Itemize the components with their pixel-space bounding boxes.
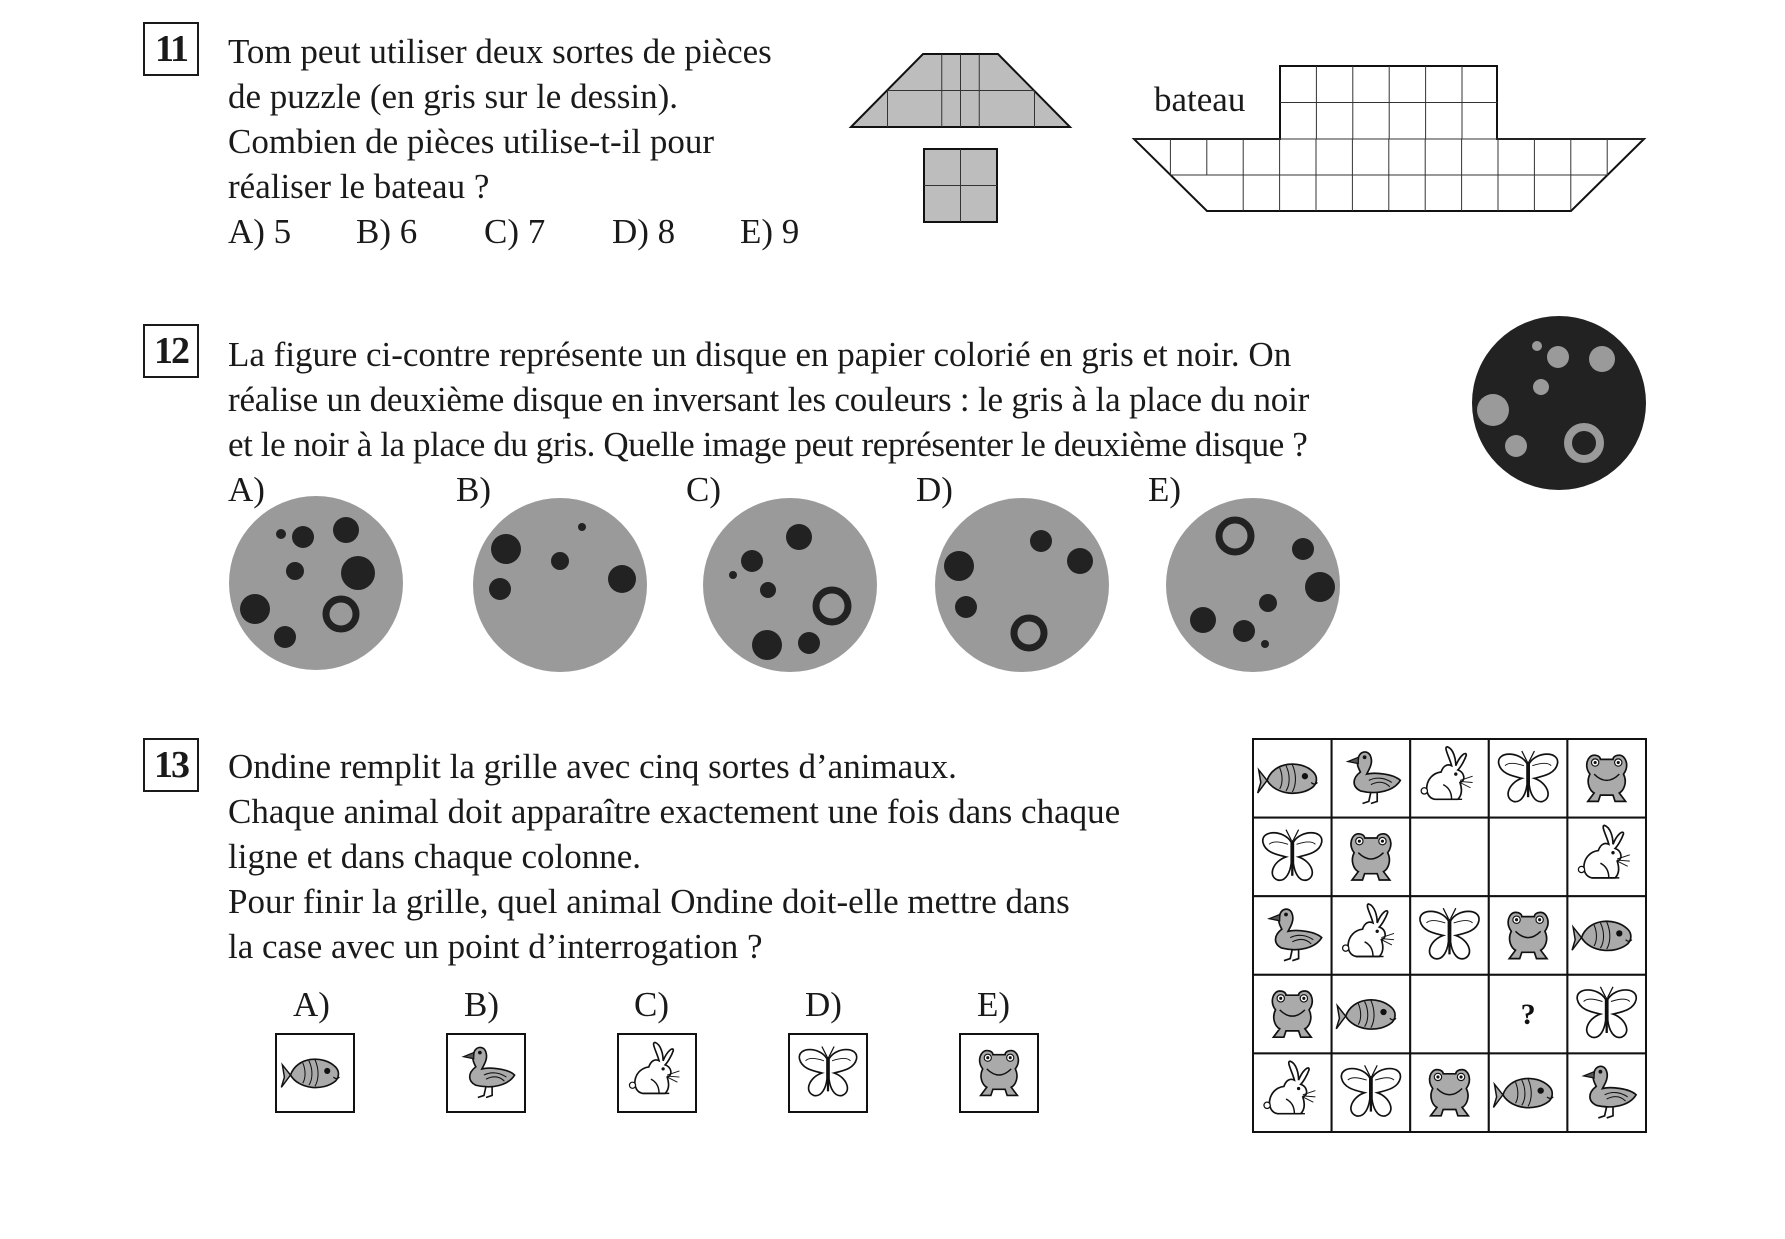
- disk-option-d[interactable]: [935, 498, 1109, 672]
- frog-icon: [1350, 832, 1392, 881]
- frog-icon: [978, 1049, 1020, 1097]
- q12-text-line-1: La figure ci-contre représente un disque…: [228, 335, 1292, 374]
- q13-text-line-1: Ondine remplit la grille avec cinq sorte…: [228, 747, 957, 786]
- q13-label-b[interactable]: B): [464, 985, 499, 1024]
- rabbit-icon: [628, 1041, 680, 1095]
- grid-cell[interactable]: [1409, 973, 1490, 1055]
- butterfly-icon: [1262, 829, 1323, 882]
- disk-option-b[interactable]: [473, 498, 647, 672]
- rabbit-icon: [1341, 903, 1395, 958]
- q12-text-line-2: réalise un deuxième disque en inversant …: [228, 380, 1310, 419]
- q11-option-e[interactable]: E) 9: [740, 212, 800, 251]
- q13-text-line-4: Pour finir la grille, quel animal Ondine…: [228, 882, 1070, 921]
- q13-text-line-2: Chaque animal doit apparaître exactement…: [228, 792, 1121, 831]
- q11-text-line-4: réaliser le bateau ?: [228, 167, 490, 206]
- fish-icon: [1492, 1077, 1554, 1109]
- frog-icon: [1507, 911, 1549, 960]
- reference-disk: [1472, 316, 1646, 490]
- q13-text-line-3: ligne et dans chaque colonne.: [228, 837, 642, 876]
- q12-label-c[interactable]: C): [686, 470, 721, 509]
- duck-icon: [1345, 751, 1402, 805]
- fish-icon: [280, 1058, 340, 1089]
- q12-text-line-3: et le noir à la place du gris. Quelle im…: [228, 425, 1308, 464]
- q13-label-e[interactable]: E): [977, 985, 1011, 1024]
- fish-icon: [1335, 999, 1397, 1030]
- fish-icon: [1256, 763, 1318, 795]
- grid-cell[interactable]: [1487, 816, 1569, 898]
- fish-icon: [1571, 920, 1633, 952]
- grid-cell[interactable]: [1409, 816, 1490, 898]
- q12-label-b[interactable]: B): [456, 470, 491, 509]
- question-number-13: 13: [143, 738, 199, 792]
- duck-icon: [1581, 1065, 1638, 1119]
- rabbit-icon: [1577, 824, 1630, 879]
- duck-icon: [1266, 908, 1323, 962]
- butterfly-icon: [1419, 907, 1480, 960]
- q12-label-a[interactable]: A): [228, 470, 265, 509]
- q12-label-e[interactable]: E): [1148, 470, 1182, 509]
- q12-label-d[interactable]: D): [916, 470, 953, 509]
- q11-text-line-2: de puzzle (en gris sur le dessin).: [228, 77, 678, 116]
- q11-option-a[interactable]: A) 5: [228, 212, 292, 251]
- butterfly-icon: [1497, 750, 1559, 803]
- grid-cell[interactable]: [1409, 1052, 1490, 1134]
- q11-option-b[interactable]: B) 6: [356, 212, 418, 251]
- grid-cell[interactable]: [1487, 895, 1569, 976]
- disk-option-c[interactable]: [703, 498, 877, 672]
- frog-icon: [1428, 1068, 1471, 1117]
- boat-label: bateau: [1154, 80, 1246, 119]
- butterfly-icon: [1576, 986, 1637, 1039]
- grid-cell[interactable]: [1487, 738, 1569, 819]
- q11-option-d[interactable]: D) 8: [612, 212, 676, 251]
- rabbit-icon: [1420, 745, 1473, 801]
- question-number-12: 12: [143, 324, 199, 378]
- frog-icon: [1271, 990, 1314, 1039]
- q11-option-c[interactable]: C) 7: [484, 212, 546, 251]
- q13-label-a[interactable]: A): [293, 985, 330, 1024]
- q11-text-line-3: Combien de pièces utilise-t-il pour: [228, 122, 715, 161]
- question-mark: ?: [1521, 998, 1536, 1031]
- question-number-11: 11: [143, 22, 199, 76]
- butterfly-icon: [798, 1046, 858, 1097]
- q11-text-line-1: Tom peut utiliser deux sortes de pièces: [228, 32, 772, 71]
- frog-icon: [1585, 754, 1628, 803]
- disk-option-e[interactable]: [1166, 498, 1340, 672]
- q13-label-d[interactable]: D): [805, 985, 842, 1024]
- butterfly-icon: [1340, 1065, 1402, 1117]
- duck-icon: [461, 1046, 516, 1099]
- q13-text-line-5: la case avec un point d’interrogation ?: [228, 927, 763, 966]
- rabbit-icon: [1263, 1060, 1316, 1115]
- disk-option-a[interactable]: [229, 496, 403, 670]
- q13-label-c[interactable]: C): [634, 985, 669, 1024]
